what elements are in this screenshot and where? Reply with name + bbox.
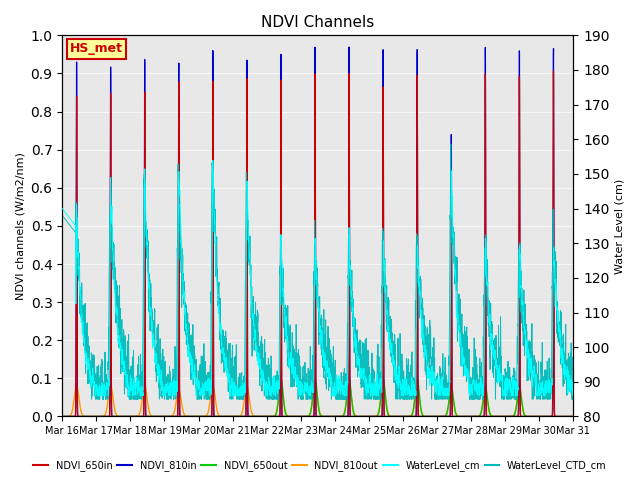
- Text: HS_met: HS_met: [70, 43, 123, 56]
- Title: NDVI Channels: NDVI Channels: [261, 15, 374, 30]
- Legend: NDVI_650in, NDVI_810in, NDVI_650out, NDVI_810out, WaterLevel_cm, WaterLevel_CTD_: NDVI_650in, NDVI_810in, NDVI_650out, NDV…: [29, 456, 611, 475]
- Y-axis label: Water Level (cm): Water Level (cm): [615, 178, 625, 274]
- Y-axis label: NDVI channels (W/m2/nm): NDVI channels (W/m2/nm): [15, 152, 25, 300]
